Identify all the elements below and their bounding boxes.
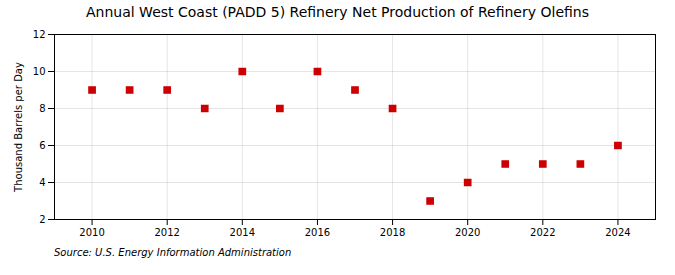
svg-text:2016: 2016 (305, 227, 330, 238)
svg-text:4: 4 (39, 177, 45, 188)
svg-text:12: 12 (33, 29, 46, 40)
svg-text:8: 8 (39, 103, 45, 114)
svg-text:2010: 2010 (79, 227, 104, 238)
svg-text:6: 6 (39, 140, 45, 151)
svg-text:10: 10 (33, 66, 46, 77)
svg-text:2018: 2018 (380, 227, 405, 238)
svg-text:2020: 2020 (455, 227, 480, 238)
html-text:Annual West Coast (PADD 5) Ref: Annual West Coast (PADD 5) Refinery Net … (86, 4, 589, 20)
svg-text:2: 2 (39, 214, 45, 225)
svg-text:2012: 2012 (154, 227, 179, 238)
svg-text:Thousand Barrels per Day: Thousand Barrels per Day (13, 62, 24, 193)
svg-text:2022: 2022 (530, 227, 555, 238)
svg-text:2014: 2014 (230, 227, 255, 238)
html-text:Source: U.S. Energy Informatio: Source: U.S. Energy Information Administ… (54, 247, 292, 258)
svg-text:2024: 2024 (605, 227, 630, 238)
